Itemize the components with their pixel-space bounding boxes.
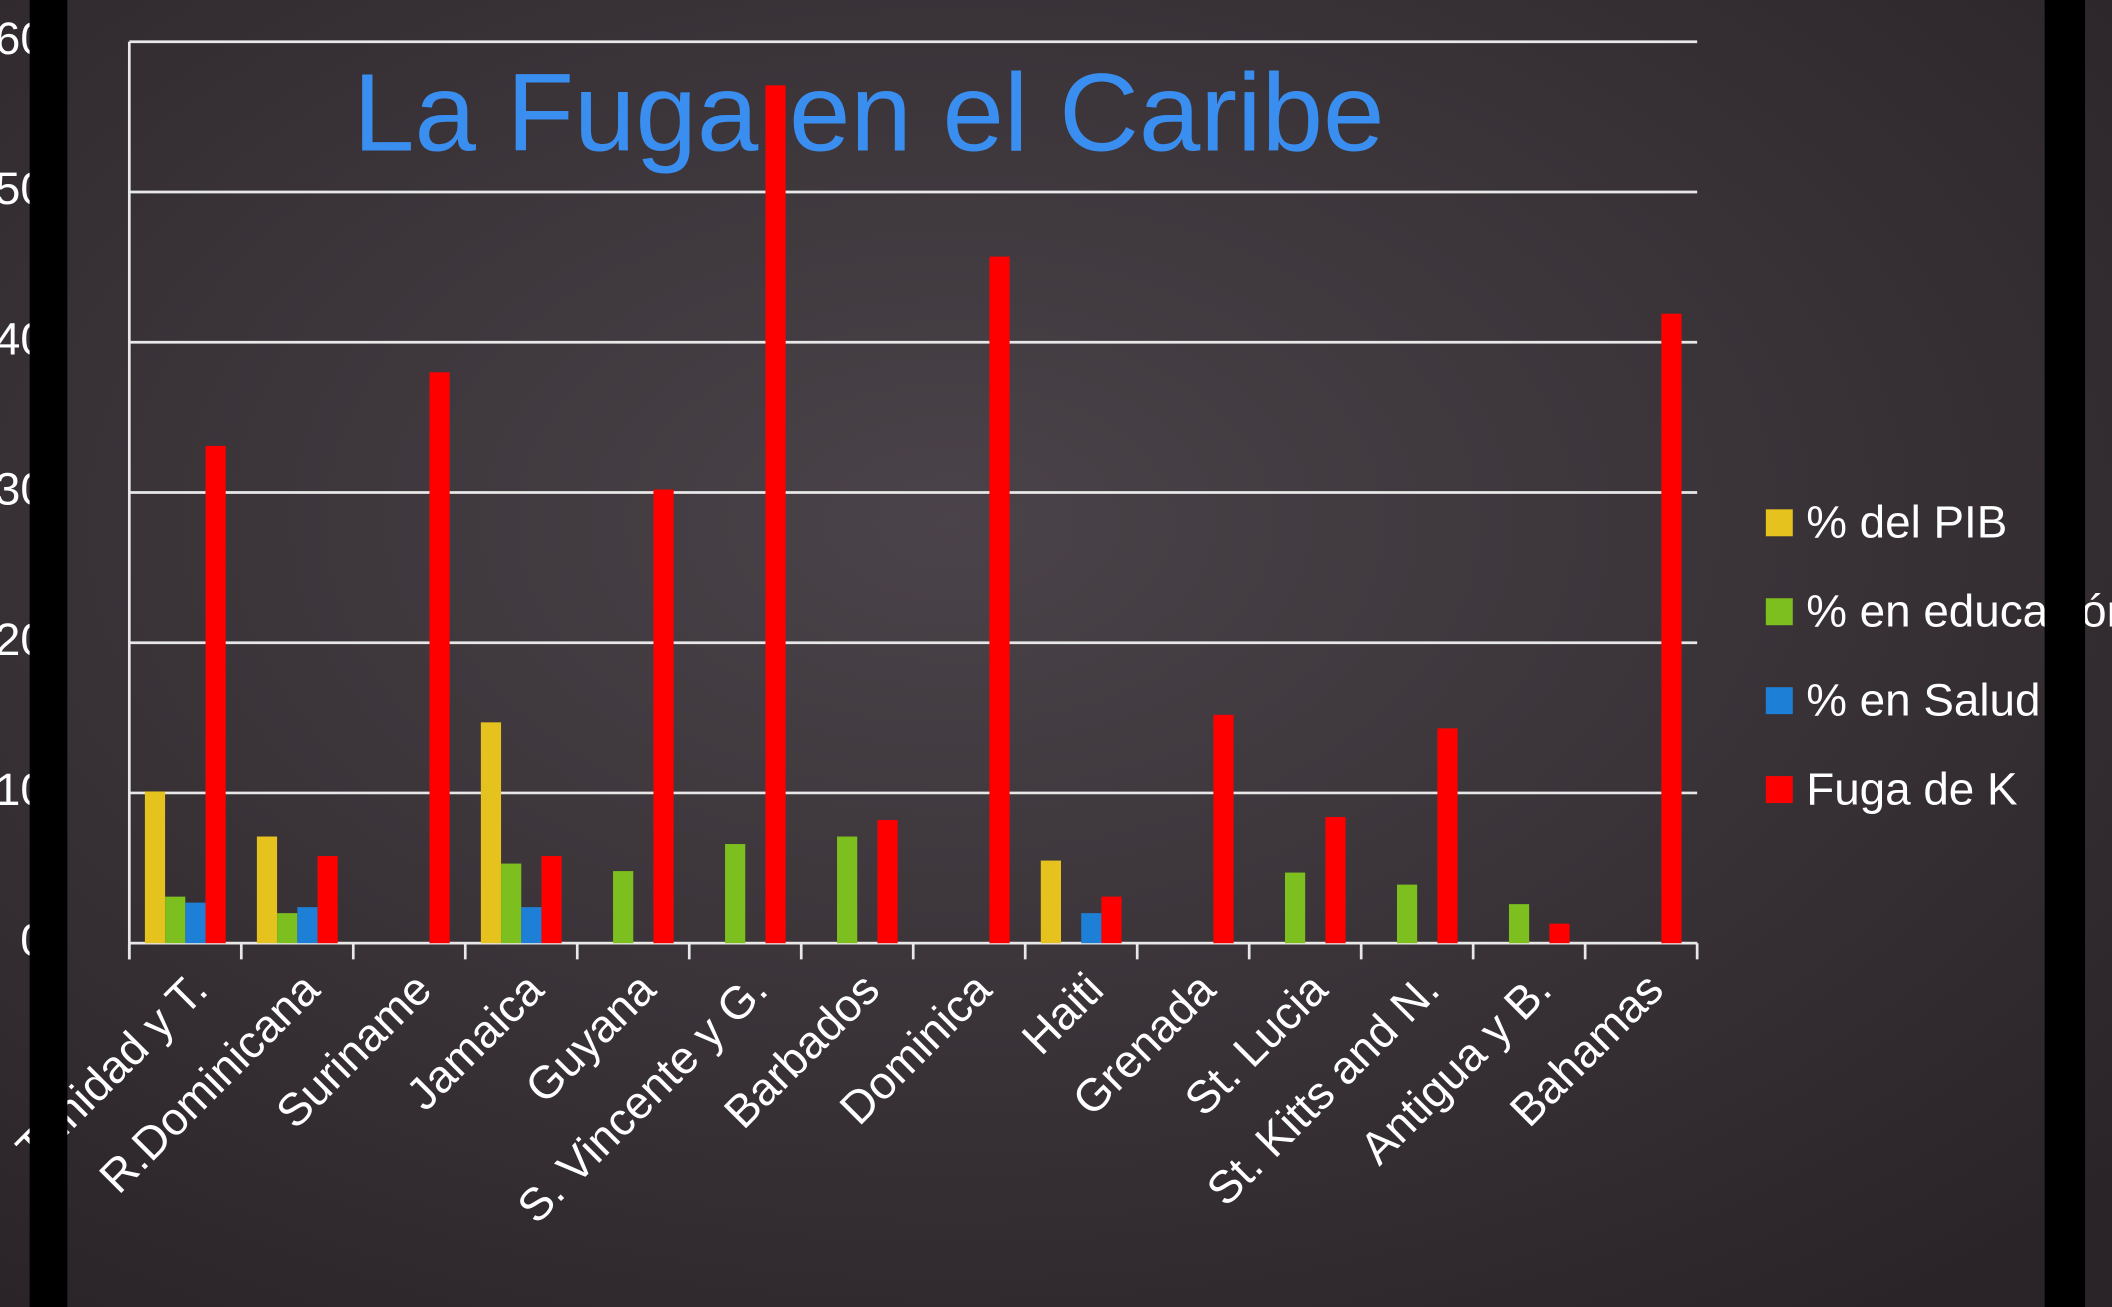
bar [185,902,206,944]
bar [1081,913,1102,944]
bar [653,489,674,944]
bar [165,896,186,944]
bar [1284,872,1306,944]
legend-swatch [1765,509,1793,537]
bar [765,85,786,944]
legend-label: Fuga de K [1806,763,2018,814]
bar [205,445,226,944]
bar [501,863,522,944]
bar [1325,816,1346,944]
bar [521,907,542,944]
legend-label: % del PIB [1806,497,2007,548]
bar [480,722,502,944]
bar [1549,923,1570,944]
bar [317,856,338,944]
legend-swatch [1765,598,1793,626]
bar [1437,728,1458,944]
chart-title: La Fuga en el Caribe [353,51,1384,174]
bar [256,836,278,944]
legend-swatch [1765,776,1793,804]
bar [144,791,166,944]
bar [1396,884,1418,944]
legend-label: % en Salud [1806,674,2040,725]
right-frame-bar [2044,0,2086,1307]
bar [1213,714,1234,944]
bar [837,836,858,944]
bar [1101,896,1122,944]
bar [1661,313,1682,944]
bar [541,856,562,944]
bar [1508,904,1530,944]
bar [277,913,298,944]
left-frame-bar [29,0,68,1307]
bar [613,871,634,944]
bar [877,820,898,944]
bar [297,907,318,944]
legend-swatch [1765,687,1793,715]
bar [429,372,450,944]
bar [725,844,746,944]
bar [1040,860,1062,944]
bar [989,256,1010,944]
